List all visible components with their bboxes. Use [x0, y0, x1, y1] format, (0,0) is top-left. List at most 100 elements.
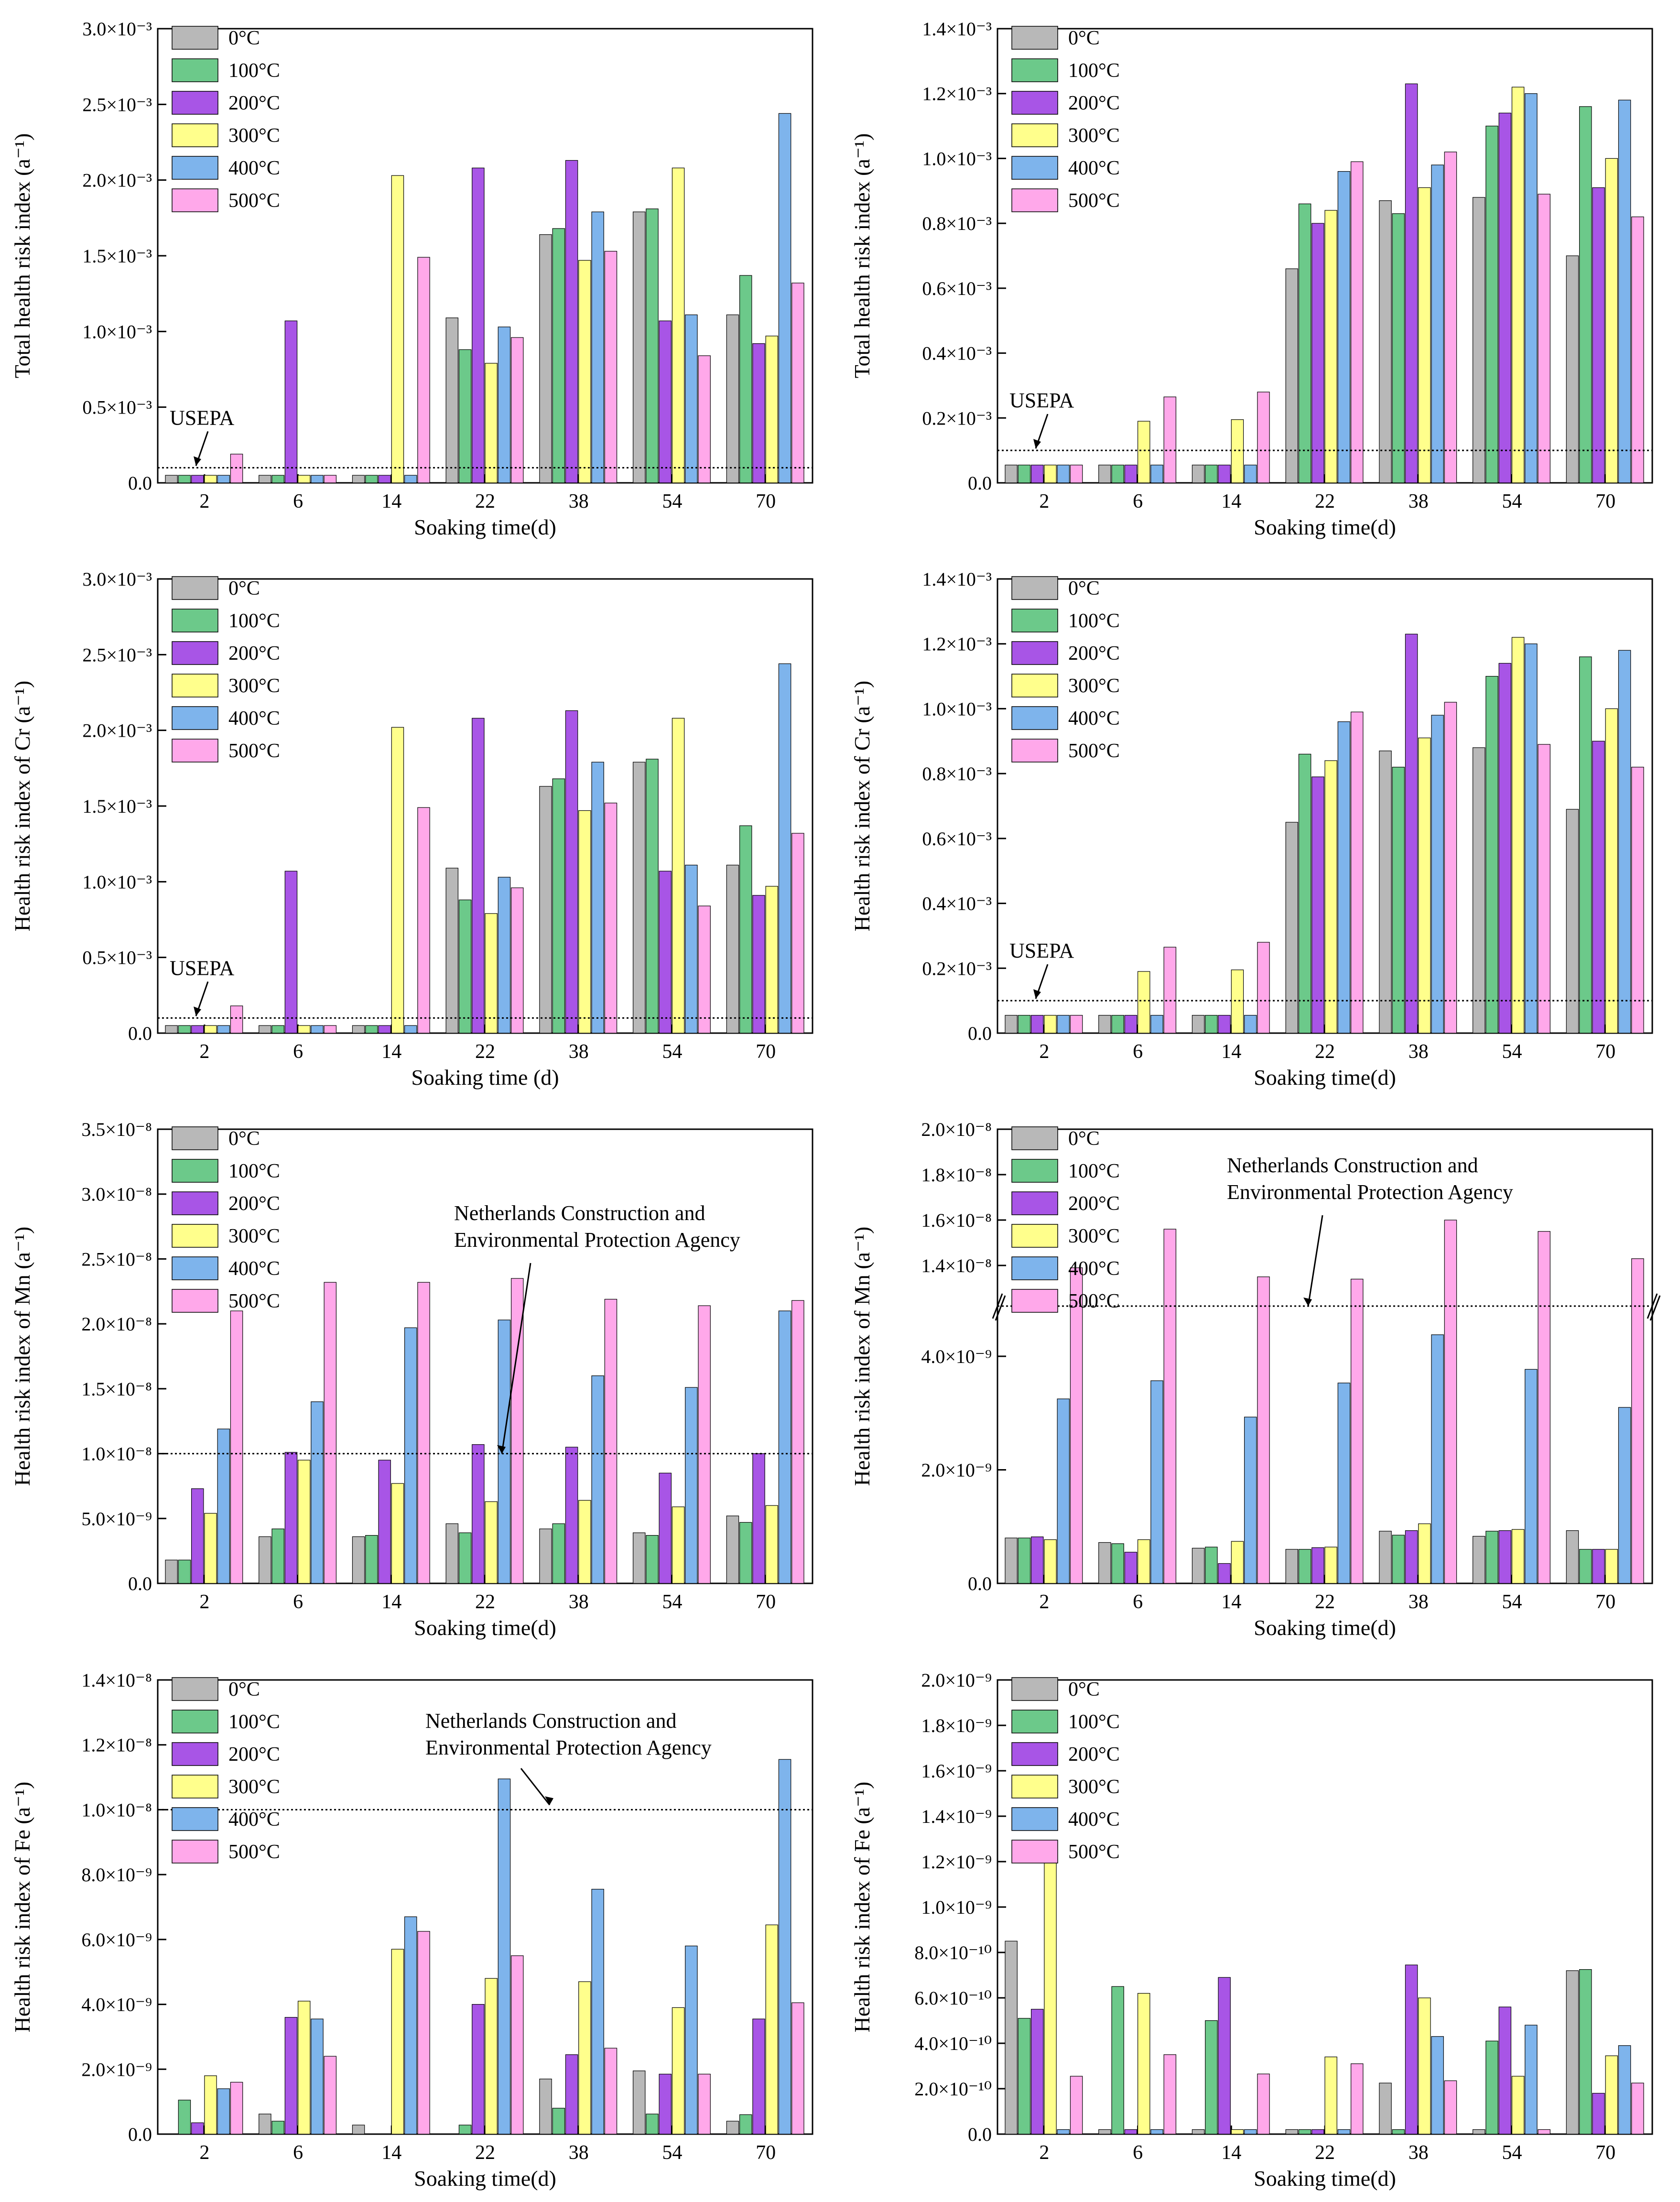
legend-label: 100°C [228, 610, 280, 632]
bar [1472, 197, 1485, 483]
y-tick-label: 0.4×10⁻³ [922, 343, 992, 364]
bar [365, 1535, 378, 1584]
legend-label: 100°C [1068, 1160, 1120, 1182]
bar [1405, 1530, 1418, 1584]
y-tick-label: 1.0×10⁻⁸ [81, 1799, 152, 1820]
legend-swatch [1011, 188, 1058, 212]
legend-label: 500°C [1068, 740, 1120, 762]
legend-label: 500°C [1068, 1290, 1120, 1312]
bar [1044, 1015, 1057, 1034]
bar [1111, 1986, 1124, 2135]
legend-swatch [172, 1159, 218, 1183]
legend-swatch [1011, 1256, 1058, 1280]
y-tick-label: 1.2×10⁻³ [922, 83, 992, 105]
bar [191, 475, 204, 483]
x-tick-label: 70 [1595, 491, 1615, 512]
legend-label: 500°C [228, 740, 280, 762]
bar [498, 1778, 511, 2135]
y-tick-label: 1.4×10⁻⁹ [921, 1806, 992, 1827]
bar [1298, 2129, 1311, 2135]
bar [1018, 1537, 1031, 1584]
bar [1070, 465, 1083, 483]
legend-label: 500°C [1068, 1841, 1120, 1863]
bar [778, 113, 791, 483]
bar [672, 718, 685, 1034]
x-tick-label: 2 [199, 491, 209, 512]
bar [178, 475, 191, 483]
x-tick-label: 2 [1039, 1041, 1049, 1063]
bar [1163, 2054, 1177, 2135]
bar [726, 864, 739, 1034]
bar [1618, 1407, 1631, 1584]
bar [284, 871, 298, 1034]
y-tick-label: 1.0×10⁻⁸ [81, 1443, 152, 1465]
bar [1137, 1539, 1150, 1584]
reference-arrowhead [497, 1445, 506, 1454]
legend-swatch [172, 576, 218, 600]
bar [1405, 83, 1418, 483]
bar [1257, 392, 1270, 483]
y-tick-label: 5.0×10⁻⁹ [81, 1508, 152, 1529]
legend-label: 300°C [228, 675, 280, 697]
bar [1111, 1015, 1124, 1034]
bar [791, 833, 804, 1034]
legend-label: 100°C [228, 60, 280, 82]
bar [1350, 1278, 1364, 1584]
bar [778, 663, 791, 1034]
y-tick-label: 0.4×10⁻³ [922, 893, 992, 915]
bar [1205, 1015, 1218, 1034]
bar [1163, 396, 1177, 483]
legend-swatch [172, 156, 218, 180]
y-tick-label: 1.4×10⁻⁸ [921, 1255, 992, 1276]
bar [791, 283, 804, 483]
bar [752, 343, 765, 483]
bar [1485, 125, 1498, 483]
x-axis-title: Soaking time(d) [414, 2166, 556, 2191]
y-tick-label: 2.0×10⁻³ [82, 170, 152, 191]
x-tick-label: 70 [756, 491, 776, 512]
legend-swatch [1011, 1191, 1058, 1215]
y-tick-label: 1.5×10⁻³ [82, 796, 152, 817]
bar [1498, 663, 1512, 1034]
bar [165, 1559, 178, 1584]
y-axis-title: Health risk index of Fe (a⁻¹) [10, 1782, 34, 2033]
bar [1525, 643, 1538, 1034]
legend-swatch [1011, 739, 1058, 763]
bar [1538, 2129, 1550, 2135]
x-tick-label: 14 [1221, 1041, 1241, 1063]
bar [191, 1025, 204, 1034]
legend-swatch [1011, 156, 1058, 180]
bar [284, 320, 298, 483]
legend-swatch [172, 1840, 218, 1864]
reference-arrowhead [1303, 1297, 1312, 1306]
bar [1192, 2129, 1205, 2135]
bar [1070, 1267, 1083, 1584]
bar [1218, 1563, 1231, 1584]
bar [1631, 2082, 1644, 2135]
bar [604, 251, 618, 483]
bar [472, 167, 485, 483]
bar [217, 1428, 230, 1584]
y-tick-label: 0.0 [968, 2124, 992, 2145]
bar [485, 913, 498, 1034]
x-axis-title: Soaking time(d) [414, 1615, 556, 1640]
reference-arrow [501, 1263, 531, 1454]
bar [271, 475, 284, 483]
bar [1538, 744, 1550, 1034]
legend-label: 0°C [1068, 1679, 1100, 1701]
bar [1124, 1015, 1138, 1034]
x-tick-label: 70 [1595, 1591, 1615, 1613]
y-tick-label: 2.5×10⁻³ [82, 644, 152, 665]
legend-swatch [1011, 1677, 1058, 1701]
bar [1030, 1015, 1044, 1034]
bar [1005, 1940, 1018, 2135]
bar [1511, 2076, 1525, 2135]
bar [352, 1025, 365, 1034]
legend-label: 0°C [1068, 27, 1100, 49]
bar [604, 803, 618, 1034]
bar [510, 1955, 524, 2135]
bar [765, 886, 779, 1034]
bar [739, 275, 752, 483]
bar [646, 759, 659, 1034]
bar [217, 2088, 230, 2135]
